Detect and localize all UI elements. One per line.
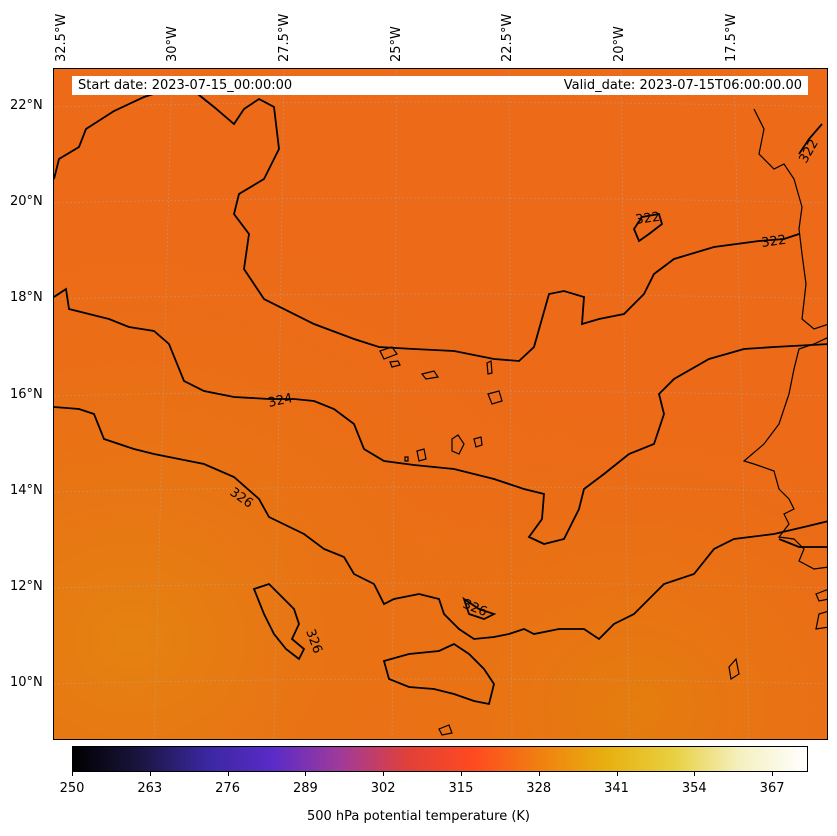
meridian-20w [620, 69, 630, 739]
contour-326-central-loop [462, 596, 497, 620]
colorbar-tick [305, 772, 307, 776]
colorbar-tick-label: 250 [59, 781, 85, 796]
colorbar-tick [149, 772, 151, 776]
cape-verde-island-7 [473, 436, 483, 448]
header-box: Start date: 2023-07-15_00:00:00 Valid_da… [72, 76, 808, 95]
colorbar-tick [227, 772, 229, 776]
start-date-label: Start date: 2023-07-15_00:00:00 [78, 78, 293, 93]
colorbar-tick-label: 367 [759, 781, 785, 796]
latitude-label: 18°N [10, 290, 43, 305]
contour-326-south-loop [382, 642, 495, 706]
africa-island-2 [815, 610, 827, 630]
parallel-18n [54, 293, 827, 300]
contour-label-324: 324 [267, 391, 294, 411]
cape-verde-island-1 [379, 346, 398, 360]
latitude-label: 12°N [10, 579, 43, 594]
meridian-22-5w [508, 69, 513, 739]
latitude-label: 10°N [10, 675, 43, 690]
graticule [54, 69, 827, 739]
colorbar-tick-label: 354 [681, 781, 707, 796]
cape-verde-island-6 [451, 434, 465, 455]
colorbar-tick-label: 302 [370, 781, 396, 796]
cape-verde-island-2 [389, 360, 401, 368]
longitude-label: 25°W [389, 26, 404, 62]
longitude-label: 30°W [165, 26, 180, 62]
longitude-label: 20°W [612, 26, 627, 62]
coastlines [379, 108, 827, 736]
colorbar-tick-label: 276 [215, 781, 240, 796]
parallel-12n [54, 582, 827, 589]
colorbar [72, 746, 808, 772]
colorbar-tick-label: 328 [526, 781, 552, 796]
colorbar-tick-label: 315 [448, 781, 474, 796]
longitude-label: 17.5°W [724, 13, 739, 62]
contour-label-322-b: 322 [760, 233, 787, 251]
small-island-south [438, 724, 453, 736]
colorbar-tick [694, 772, 696, 776]
parallel-16n [54, 390, 827, 397]
colorbar-tick [460, 772, 462, 776]
west-africa-coast [742, 108, 827, 570]
contour-326 [54, 406, 827, 641]
latitude-label: 16°N [10, 387, 43, 402]
latitude-label: 14°N [10, 483, 43, 498]
colorbar-tick [72, 772, 73, 776]
longitude-label: 22.5°W [500, 13, 515, 62]
cape-verde-island-4 [486, 360, 493, 375]
colorbar-label: 500 hPa potential temperature (K) [306, 809, 530, 824]
parallel-20n [54, 197, 827, 204]
map-svg: 322 322 322 324 326 326 326 [54, 69, 827, 739]
longitude-label: 27.5°W [277, 13, 292, 62]
valid-date-label: Valid_date: 2023-07-15T06:00:00.00 [563, 78, 802, 93]
parallel-10n [54, 678, 827, 685]
cape-verde-island-9 [404, 456, 409, 462]
meridian-25w [391, 69, 398, 739]
warm-region-southeast [54, 69, 827, 739]
meridian-17-5w [733, 69, 750, 739]
cape-verde-island-8 [416, 448, 427, 462]
contour-324 [54, 287, 827, 545]
colorbar-tick [772, 772, 774, 776]
colorbar-tick-label: 263 [137, 781, 163, 796]
africa-island-1 [815, 589, 827, 602]
contour-326-east [778, 538, 827, 548]
cape-verde-island-3 [420, 370, 440, 380]
cape-verde-island-5 [487, 390, 503, 405]
colorbar-tick-label: 341 [604, 781, 629, 796]
latitude-label: 20°N [10, 194, 43, 209]
colorbar-tick [383, 772, 385, 776]
contour-322-island [632, 212, 664, 243]
contour-label-322-a: 322 [634, 210, 661, 228]
meridian-30w [153, 69, 173, 739]
africa-island-3 [728, 657, 740, 680]
contour-322-east [798, 123, 823, 155]
colorbar-tick [538, 772, 540, 776]
latitude-label: 22°N [10, 98, 43, 113]
meridian-27-5w [273, 69, 285, 739]
colorbar-tick-label: 289 [292, 781, 318, 796]
longitude-label: 32.5°W [54, 13, 69, 62]
contour-326-west-loop [252, 582, 306, 661]
map-panel: 322 322 322 324 326 326 326 [53, 68, 828, 740]
parallel-22n [54, 101, 827, 108]
parallel-14n [54, 486, 827, 493]
colorbar-tick [616, 772, 618, 776]
